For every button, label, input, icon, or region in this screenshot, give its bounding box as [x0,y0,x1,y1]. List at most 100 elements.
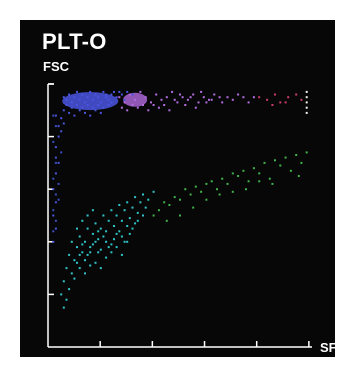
dense-cluster [62,92,119,111]
y-axis-label: FSC [43,59,69,74]
data-point [126,240,129,243]
data-point [192,206,195,209]
data-point [186,98,189,101]
data-point [305,101,308,104]
chart-title: PLT-O [42,29,107,54]
data-point [126,225,129,227]
data-point [120,235,123,238]
data-point [179,214,181,217]
data-point [105,96,108,99]
data-point [205,182,208,185]
data-point [231,98,234,101]
data-point [194,106,197,109]
data-point [157,106,160,109]
data-point [97,104,100,106]
data-point [62,280,65,283]
data-point [97,251,100,254]
data-point [247,180,250,183]
data-point [54,193,57,196]
data-point [84,111,86,114]
data-point [78,98,81,101]
data-point [89,264,92,267]
data-point [136,106,139,109]
data-point [216,188,218,191]
data-point [139,201,142,204]
data-point [78,109,81,112]
data-point [57,161,60,164]
data-point [84,272,86,275]
data-point [65,104,68,106]
data-point [99,267,102,270]
data-point [52,188,55,191]
data-point [81,219,84,222]
data-point [284,101,287,104]
data-point [102,214,105,217]
data-point [165,96,168,99]
data-point [65,298,68,301]
data-point [300,161,303,164]
data-point [113,225,115,227]
data-point [173,196,176,199]
data-point [107,246,110,249]
data-point [289,169,292,172]
data-point [271,104,274,106]
data-point [184,188,187,191]
data-point [247,101,250,104]
data-point [54,114,57,117]
data-point [295,93,298,96]
data-point [139,90,142,93]
data-point [78,267,81,270]
data-point [226,96,229,99]
data-point [171,90,174,93]
data-point [78,253,81,256]
data-point [189,193,192,196]
data-point [123,209,126,212]
data-point [179,93,181,96]
data-point [84,240,86,243]
data-point [73,114,76,117]
data-point [115,246,118,249]
data-point [76,246,78,249]
data-point [231,190,234,193]
data-point [105,230,108,233]
data-point [155,93,158,96]
data-point [70,106,73,109]
data-point [131,227,134,230]
data-point [305,96,308,99]
data-point [168,109,171,112]
data-point [54,146,57,149]
data-point [184,104,187,106]
data-point [86,214,89,217]
data-point [105,256,108,259]
data-point [237,175,240,177]
data-point [120,93,123,96]
data-point [118,230,121,233]
data-points [52,90,308,309]
data-point [97,96,100,99]
data-point [57,198,60,201]
data-point [105,93,108,96]
data-point [142,193,144,196]
data-point [54,125,57,128]
data-point [126,90,129,93]
data-point [218,193,221,196]
data-point [84,101,86,104]
data-point [231,172,234,175]
data-point [123,101,126,104]
data-point [287,96,290,99]
data-point [181,96,184,99]
data-point [126,201,129,204]
data-point [99,227,102,230]
data-point [86,253,89,256]
data-point [284,156,287,159]
data-point [120,253,123,256]
data-point [89,114,92,117]
data-point [274,93,276,96]
data-point [54,219,57,222]
data-point [213,93,216,96]
data-point [165,219,168,222]
data-point [134,222,137,225]
data-point [113,90,115,93]
data-point [102,90,105,93]
data-point [102,106,105,109]
